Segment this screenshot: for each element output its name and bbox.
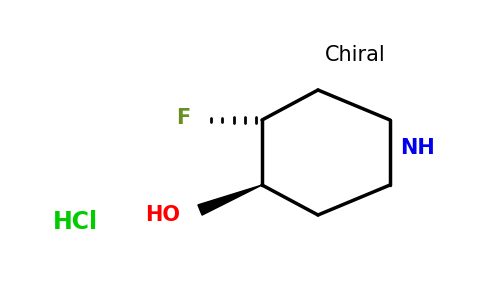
Polygon shape <box>198 185 262 215</box>
Text: F: F <box>176 108 190 128</box>
Text: Chiral: Chiral <box>325 45 385 65</box>
Text: NH: NH <box>400 138 435 158</box>
Text: HCl: HCl <box>52 210 98 234</box>
Text: HO: HO <box>145 205 180 225</box>
